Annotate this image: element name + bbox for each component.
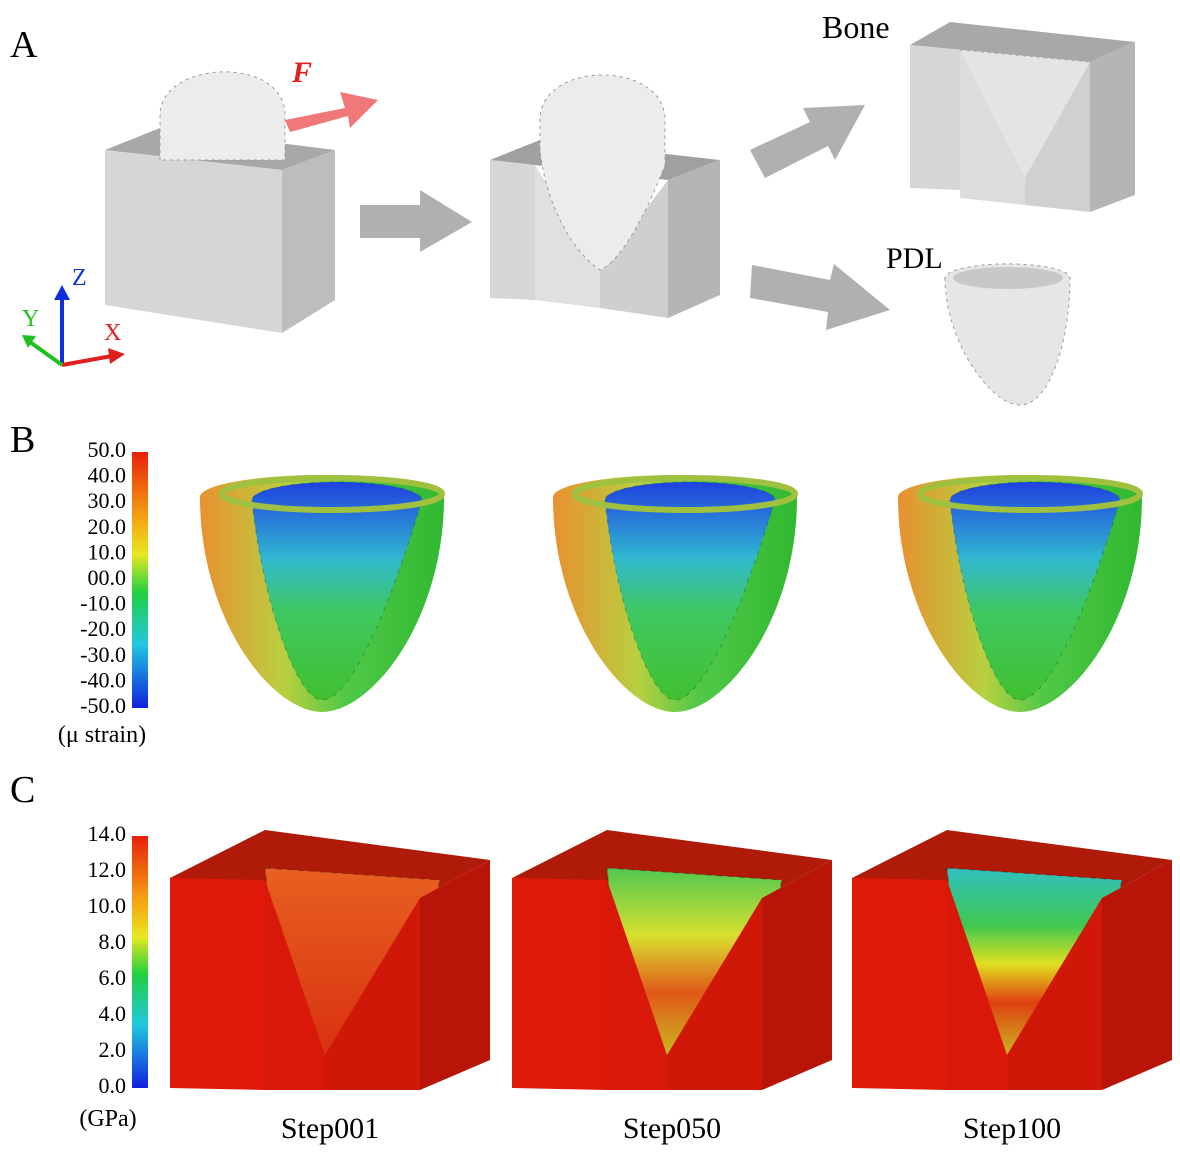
box-side <box>1102 860 1172 1090</box>
colorbar-tick-label: 50.0 <box>88 437 127 462</box>
strain-models <box>200 475 1142 712</box>
colorbar-tick-label: 00.0 <box>88 565 127 590</box>
pdl-rim <box>953 267 1063 289</box>
figure: A F Bone PDL Z X Y B (μ strain) C (GPa) … <box>0 0 1180 1153</box>
strain-bowl <box>898 475 1142 712</box>
cube-with-tooth <box>105 72 335 333</box>
box-front <box>170 878 265 1090</box>
colorbar-tick-label: 10.0 <box>88 539 127 564</box>
z-arrowhead <box>54 285 70 300</box>
colorbar-tick-label: -50.0 <box>80 693 126 718</box>
colorbar-tick-label: 40.0 <box>88 463 127 488</box>
box-side <box>762 860 832 1090</box>
colorbar-tick-label: 8.0 <box>99 929 127 954</box>
colorbar-tick-label: 4.0 <box>99 1001 127 1026</box>
cube-front <box>490 160 535 300</box>
colorbar-tick-label: 14.0 <box>88 821 127 846</box>
pdl-label: PDL <box>886 242 943 275</box>
cube-side <box>282 150 335 333</box>
strain-bowl <box>200 475 444 712</box>
colorbar-tick-label: 20.0 <box>88 514 127 539</box>
x-axis <box>62 356 112 365</box>
modulus-box: Step100 <box>852 830 1172 1145</box>
panel-label: C <box>10 769 35 811</box>
process-arrow <box>360 190 472 252</box>
cube-front <box>105 150 282 333</box>
step-label: Step050 <box>623 1112 721 1145</box>
bone-side <box>1090 42 1135 212</box>
bone-label: Bone <box>822 9 890 45</box>
cube-side <box>668 160 720 318</box>
process-arrow <box>750 105 865 178</box>
colorbar-tick-label: 6.0 <box>99 965 127 990</box>
colorbar-tick-label: -10.0 <box>80 591 126 616</box>
strain-bowl <box>553 475 797 712</box>
colorbar-tick-label: -40.0 <box>80 667 126 692</box>
y-label: Y <box>22 306 39 332</box>
colorbar-unit: (GPa) <box>79 1106 136 1132</box>
tooth-crown <box>160 72 285 160</box>
colorbar-tick-label: 30.0 <box>88 488 127 513</box>
colorbar <box>132 452 148 708</box>
panel-label: A <box>10 24 38 66</box>
x-label: X <box>104 320 121 346</box>
box-side <box>420 860 490 1090</box>
colorbar-tick-label: 12.0 <box>88 857 127 882</box>
modulus-models: Step001 Step050 Step100 <box>170 830 1172 1145</box>
colorbar <box>132 836 148 1088</box>
colorbar-tick-label: 10.0 <box>88 893 127 918</box>
modulus-box: Step001 <box>170 830 490 1145</box>
force-arrow <box>285 92 378 132</box>
colorbar-tick-label: 0.0 <box>99 1073 127 1098</box>
modulus-box: Step050 <box>512 830 832 1145</box>
box-front <box>512 878 607 1090</box>
bone-front <box>910 45 960 190</box>
cut-cube <box>490 75 720 318</box>
colorbar-tick-label: -20.0 <box>80 616 126 641</box>
x-arrowhead <box>108 348 125 364</box>
process-arrow <box>750 264 890 330</box>
colorbar-tick-label: 2.0 <box>99 1037 127 1062</box>
colorbar-unit: (μ strain) <box>58 722 146 748</box>
z-label: Z <box>72 265 87 291</box>
step-label: Step100 <box>963 1112 1061 1145</box>
panel-label: B <box>10 419 35 461</box>
box-front <box>852 878 947 1090</box>
colorbar-tick-label: -30.0 <box>80 642 126 667</box>
bone-model <box>910 22 1135 212</box>
step-label: Step001 <box>281 1112 379 1145</box>
force-label: F <box>291 56 312 89</box>
y-axis <box>30 342 62 365</box>
